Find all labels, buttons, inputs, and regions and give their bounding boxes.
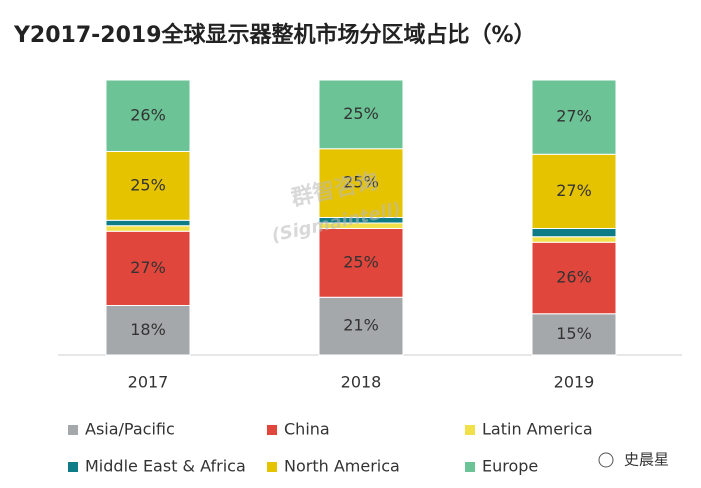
legend-label: Middle East & Africa bbox=[85, 457, 246, 476]
x-tick-label: 2018 bbox=[341, 373, 382, 392]
bar-segment bbox=[531, 153, 617, 229]
legend-label: China bbox=[284, 420, 330, 439]
bar-segment bbox=[105, 230, 191, 306]
value-label: 26% bbox=[556, 268, 592, 287]
legend-swatch bbox=[267, 462, 277, 472]
value-label: 25% bbox=[343, 104, 379, 123]
source-tag: 史晨星 bbox=[624, 451, 669, 469]
bar-segment bbox=[531, 79, 617, 155]
legend-label: Europe bbox=[482, 457, 538, 476]
x-tick-label: 2017 bbox=[128, 373, 169, 392]
bar-segment bbox=[531, 313, 617, 356]
value-label: 25% bbox=[343, 173, 379, 192]
bar-segment bbox=[105, 219, 191, 227]
value-label: 21% bbox=[343, 316, 379, 335]
bar-segment bbox=[318, 296, 404, 356]
bar-segment bbox=[105, 79, 191, 152]
value-label: 26% bbox=[130, 105, 166, 124]
bar-segment bbox=[105, 225, 191, 232]
bar-segment bbox=[531, 236, 617, 243]
value-label: 15% bbox=[556, 324, 592, 343]
bar-segment bbox=[318, 148, 404, 218]
value-label: 25% bbox=[130, 175, 166, 194]
value-label: 27% bbox=[130, 258, 166, 277]
value-label: 27% bbox=[556, 107, 592, 126]
legend-swatch bbox=[465, 462, 475, 472]
legend-swatch bbox=[68, 462, 78, 472]
legend-swatch bbox=[68, 425, 78, 435]
legend-label: Asia/Pacific bbox=[85, 420, 175, 439]
value-label: 25% bbox=[343, 252, 379, 271]
legend-swatch bbox=[465, 425, 475, 435]
bar-segment bbox=[531, 241, 617, 315]
value-label: 27% bbox=[556, 181, 592, 200]
wechat-icon bbox=[598, 452, 614, 468]
x-tick-label: 2019 bbox=[554, 373, 595, 392]
legend-label: Latin America bbox=[482, 420, 593, 439]
value-label: 18% bbox=[130, 320, 166, 339]
chart-title: Y2017-2019全球显示器整机市场分区域占比（%） bbox=[13, 22, 536, 48]
legend-swatch bbox=[267, 425, 277, 435]
bar-segment bbox=[318, 79, 404, 150]
bar-segment bbox=[105, 305, 191, 356]
bar-segment bbox=[318, 228, 404, 298]
bar-segment bbox=[531, 228, 617, 238]
legend-label: North America bbox=[284, 457, 400, 476]
